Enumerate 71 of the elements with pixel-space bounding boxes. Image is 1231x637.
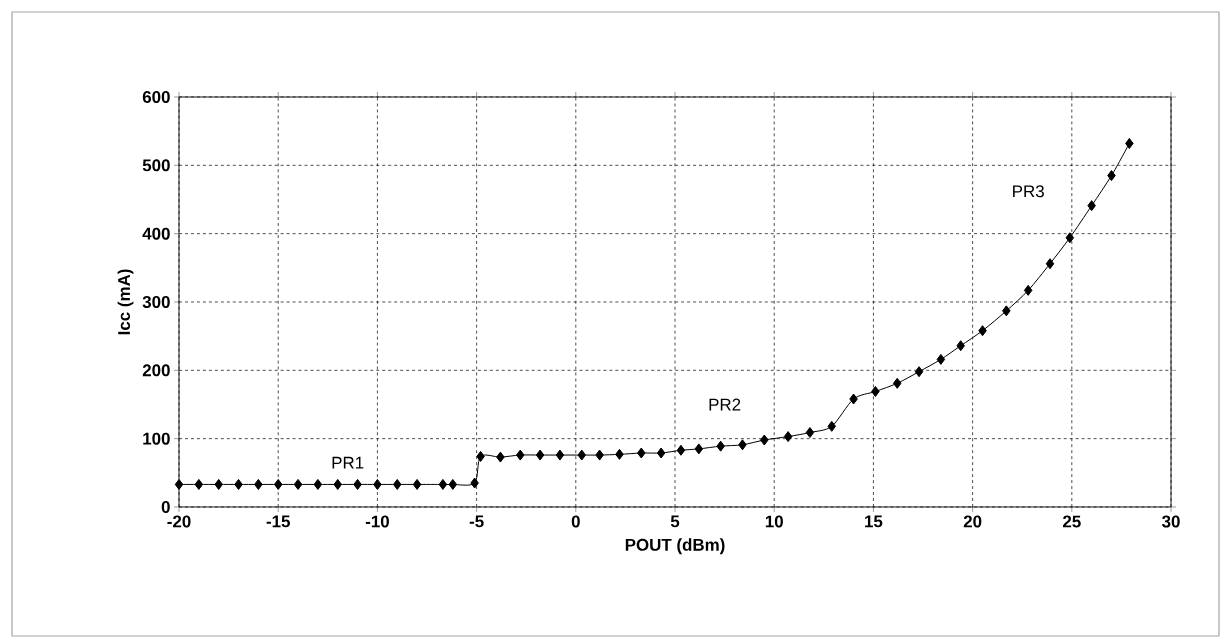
point (496, 451, 505, 463)
y-tick-label: 0 (161, 500, 170, 513)
point (293, 478, 303, 490)
y-tick-label: 400 (142, 227, 170, 240)
point (412, 478, 422, 490)
point (676, 444, 686, 456)
point (555, 449, 565, 461)
y-tick-label: 500 (142, 159, 170, 172)
point (978, 325, 987, 337)
x-tick-label: 10 (765, 515, 783, 528)
point (595, 449, 604, 461)
point (254, 478, 263, 490)
point (871, 386, 880, 397)
point (783, 431, 793, 443)
x-tick-label: -20 (167, 515, 191, 528)
point (1065, 232, 1075, 244)
point (214, 478, 223, 490)
point (373, 478, 382, 490)
y-tick-label: 100 (143, 432, 170, 445)
x-axis-title: POUT (dBm) (625, 538, 725, 555)
point (535, 449, 545, 461)
point (333, 478, 342, 490)
y-axis-title: Icc (mA) (117, 269, 134, 335)
point (577, 449, 587, 461)
point (353, 478, 362, 490)
point (470, 477, 479, 489)
point (849, 393, 858, 405)
point (760, 434, 769, 446)
annotation: PR3 (1013, 185, 1044, 198)
point (914, 366, 924, 378)
point (393, 478, 402, 490)
point (1087, 200, 1096, 212)
x-tick-label: 0 (571, 515, 580, 528)
x-tick-label: 15 (865, 515, 883, 528)
point (716, 440, 725, 452)
point (637, 447, 646, 459)
point (476, 450, 485, 462)
point (448, 478, 458, 490)
point (1125, 137, 1134, 149)
x-tick-label: -10 (365, 515, 389, 528)
point (273, 478, 283, 490)
point (174, 478, 184, 490)
y-tick-label: 300 (142, 295, 170, 308)
x-tick-label: 5 (670, 515, 680, 528)
point (1107, 170, 1116, 182)
point (656, 447, 666, 459)
x-tick-label: -15 (266, 515, 290, 528)
point (1002, 305, 1011, 317)
point (1045, 258, 1055, 270)
x-tick-label: 30 (1161, 515, 1180, 528)
point (438, 478, 448, 490)
point (738, 439, 747, 451)
point (313, 478, 323, 490)
annotation: PR2 (709, 398, 741, 411)
annotation: PR1 (332, 456, 364, 469)
point (694, 443, 704, 455)
point (615, 448, 624, 460)
y-tick-label: 200 (142, 364, 170, 377)
point (936, 353, 946, 365)
point (827, 420, 836, 432)
point (892, 377, 902, 389)
point (956, 340, 965, 352)
point (194, 478, 204, 490)
x-tick-label: 20 (963, 515, 982, 528)
point (516, 449, 525, 461)
x-tick-label: -5 (469, 515, 484, 528)
x-tick-label: 25 (1062, 515, 1081, 528)
point (234, 478, 243, 490)
y-tick-label: 600 (142, 90, 170, 103)
point (805, 427, 815, 438)
point (1023, 284, 1033, 296)
